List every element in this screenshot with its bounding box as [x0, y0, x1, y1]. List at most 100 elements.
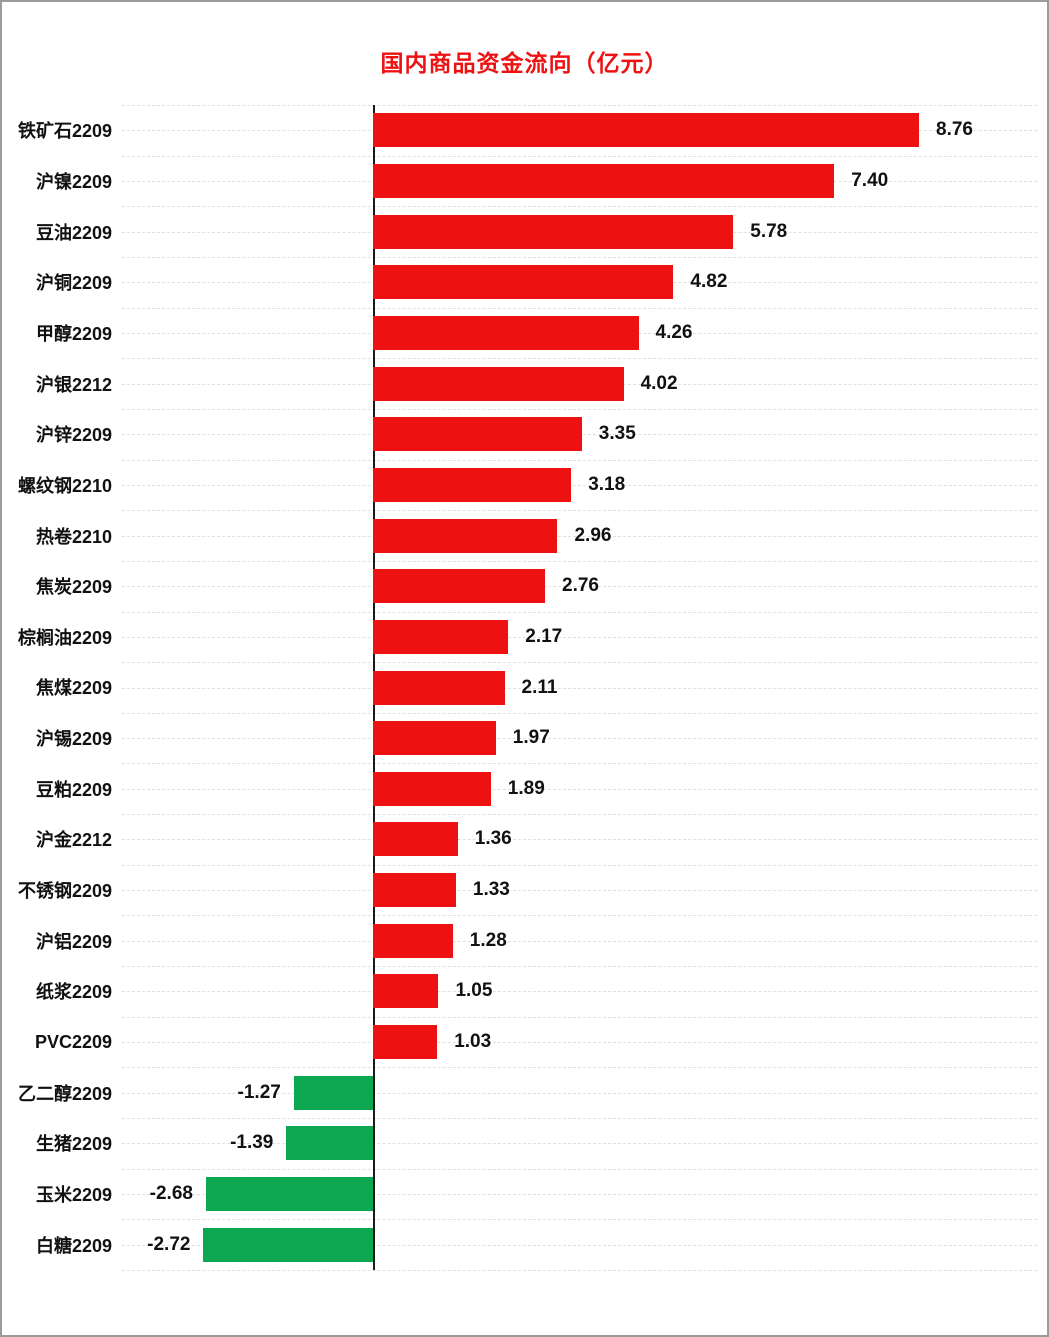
gridline: [122, 788, 1037, 790]
gridline: [122, 484, 1037, 486]
value-label: 7.40: [851, 169, 889, 191]
value-label: 4.02: [640, 372, 678, 394]
gridline: [122, 358, 1037, 360]
bar-positive: [373, 1025, 438, 1060]
category-label: 螺纹钢2210: [17, 475, 112, 496]
gridline: [122, 966, 1037, 968]
category-label: 焦煤2209: [35, 678, 112, 699]
category-label: 不锈钢2209: [17, 881, 112, 902]
category-label: 玉米2209: [35, 1185, 112, 1205]
gridline: [122, 408, 1037, 410]
bar-positive: [373, 974, 439, 1009]
gridline: [122, 738, 1037, 740]
gridline: [122, 662, 1037, 664]
gridline: [122, 940, 1037, 942]
bar-positive: [373, 822, 458, 857]
category-label: 生猪2209: [35, 1134, 112, 1155]
value-label: 1.28: [469, 929, 507, 951]
category-label: 沪铜2209: [35, 273, 112, 294]
category-label: 沪锌2209: [35, 425, 112, 446]
gridline: [122, 864, 1037, 866]
category-label: 沪锡2209: [35, 729, 112, 750]
gridline: [122, 1244, 1037, 1246]
gridline: [122, 510, 1037, 512]
gridline: [122, 206, 1037, 208]
value-label: 1.97: [512, 727, 550, 749]
value-label: -2.68: [149, 1183, 193, 1205]
value-label: -1.39: [230, 1132, 274, 1154]
gridline: [122, 459, 1037, 461]
category-label: 棕榈油2209: [17, 627, 112, 648]
category-label: 白糖2209: [35, 1235, 112, 1256]
gridline: [122, 839, 1037, 841]
value-label: 3.35: [598, 423, 636, 445]
category-label: 沪银2212: [35, 374, 112, 395]
value-label: 2.96: [574, 524, 612, 546]
bar-positive: [373, 467, 572, 502]
category-label: 沪镍2209: [35, 171, 112, 192]
bar-positive: [373, 923, 453, 958]
gridline: [122, 712, 1037, 714]
gridline: [122, 1042, 1037, 1044]
plot-area: 8.76 7.40 5.78 4.82 4.26 4.02 3.35 3.18 2.96 2.76…: [122, 105, 1037, 1271]
bar-negative: [286, 1126, 373, 1161]
value-label: 2.11: [521, 676, 558, 698]
gridline: [122, 1092, 1037, 1094]
category-label: 甲醇2209: [35, 323, 112, 344]
gridline: [122, 535, 1037, 537]
value-label: -2.72: [147, 1233, 191, 1255]
bar-positive: [373, 721, 496, 756]
bar-positive: [373, 417, 582, 452]
bar-positive: [373, 569, 546, 604]
gridline: [122, 1118, 1037, 1120]
value-label: 1.03: [454, 1031, 492, 1053]
bar-positive: [373, 265, 674, 300]
bar-positive: [373, 873, 456, 908]
bar-positive: [373, 771, 491, 806]
bar-positive: [373, 518, 558, 553]
bar-negative: [293, 1075, 373, 1110]
category-label: 热卷2210: [35, 526, 112, 547]
value-label: 3.18: [588, 473, 626, 495]
gridline: [122, 560, 1037, 562]
category-label: 沪金2212: [35, 830, 112, 851]
value-label: 1.33: [472, 879, 510, 901]
gridline: [122, 763, 1037, 765]
category-label: 沪铝2209: [35, 931, 112, 952]
bar-positive: [373, 315, 639, 350]
value-label: 4.82: [690, 271, 728, 293]
value-label: 4.26: [655, 321, 693, 343]
gridline: [122, 814, 1037, 816]
gridline: [122, 105, 1037, 106]
category-label: 乙二醇2209: [17, 1083, 112, 1104]
gridline: [122, 687, 1037, 689]
gridline: [122, 1270, 1037, 1271]
gridline: [122, 890, 1037, 892]
bar-positive: [373, 214, 734, 249]
category-label: PVC2209: [34, 1031, 112, 1052]
gridline: [122, 915, 1037, 917]
gridline: [122, 586, 1037, 588]
gridline: [122, 256, 1037, 258]
gridline: [122, 1168, 1037, 1170]
category-label: 豆粕2209: [35, 779, 112, 800]
gridline: [122, 1219, 1037, 1221]
bar-positive: [373, 113, 919, 148]
value-label: 8.76: [936, 119, 973, 141]
gridline: [122, 636, 1037, 638]
category-label: 纸浆2209: [35, 982, 112, 1003]
gridline: [122, 155, 1037, 157]
value-label: 1.36: [474, 828, 512, 850]
bar-positive: [373, 366, 624, 401]
value-label: 5.78: [750, 220, 788, 242]
value-label: 2.17: [525, 625, 563, 647]
bar-negative: [203, 1227, 373, 1262]
gridline: [122, 1067, 1037, 1069]
value-label: -1.27: [237, 1081, 281, 1103]
bar-positive: [373, 619, 509, 654]
gridline: [122, 307, 1037, 309]
gridline: [122, 1143, 1037, 1145]
category-label: 豆油2209: [35, 222, 112, 243]
value-label: 1.05: [455, 980, 493, 1002]
